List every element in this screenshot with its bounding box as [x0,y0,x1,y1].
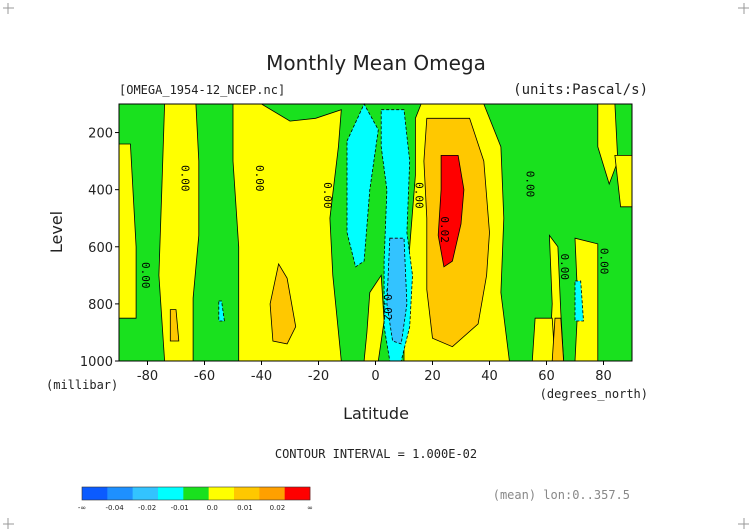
contour-interval-text: CONTOUR INTERVAL = 1.000E-02 [275,447,477,461]
contour-label-9: -0.02 [381,287,394,320]
contour-region-14 [437,154,465,268]
contour-label-8: 0.02 [438,216,451,243]
colorbar-label-4: 0.0 [207,504,218,512]
colorbar-swatch-8 [284,487,311,500]
colorbar-swatch-1 [107,487,133,500]
contour-label-1: 0.00 [179,165,192,192]
y-axis-units: (millibar) [46,378,118,392]
x-tick-label-4: 0 [371,369,379,384]
chart-title: Monthly Mean Omega [266,51,486,75]
contour-label-6: 0.00 [558,254,571,281]
y-axis-label: Level [47,211,66,253]
colorbar-swatch-0 [82,487,108,500]
contour-region-0 [158,103,200,362]
y-tick-label-3: 400 [88,184,113,199]
contour-label-5: 0.00 [524,171,537,198]
contour-region-18 [218,300,225,322]
colorbar: -∞ -0.04 -0.02 -0.01 0.0 0.01 0.02 ∞ [78,486,313,512]
x-tick-label-2: -40 [251,369,272,384]
corner-mark-bottom-right [738,518,749,529]
corner-mark-top-left [3,3,14,14]
x-axis-label: Latitude [343,404,409,423]
x-axis-units: (degrees_north) [540,387,648,401]
plot-area [118,103,633,362]
x-tick-label-7: 60 [538,369,555,384]
x-tick-label-5: 20 [424,369,441,384]
colorbar-label-0: -∞ [78,504,86,512]
x-tick-label-8: 80 [595,369,612,384]
colorbar-label-3: -0.01 [171,504,189,512]
contour-label-7: 0.00 [598,248,611,275]
file-label: [OMEGA_1954-12_NCEP.nc] [119,83,285,97]
colorbar-label-1: -0.04 [106,504,125,512]
colorbar-swatch-7 [259,487,285,500]
contour-label-3: 0.00 [321,182,334,209]
contour-region-19 [386,237,408,345]
x-tick-label-6: 40 [481,369,498,384]
corner-mark-top-right [738,3,749,14]
y-axis: 1000 800 600 400 200 [80,127,119,370]
corner-mark-bottom-left [3,518,14,529]
units-label: (units:Pascal/s) [513,82,648,98]
contour-region-11 [269,262,297,345]
colorbar-label-6: 0.02 [270,504,286,512]
x-tick-label-1: -60 [194,369,215,384]
colorbar-swatch-4 [183,487,209,500]
contour-region-9 [531,317,556,362]
x-axis: -80 -60 -40 -20 0 20 40 60 80 [137,361,612,384]
contour-region-17 [574,280,584,322]
y-tick-label-0: 1000 [80,355,113,370]
colorbar-swatch-3 [158,487,184,500]
contour-label-4: 0.00 [412,182,425,209]
contour-region-2 [232,103,342,362]
colorbar-swatch-2 [132,487,159,500]
contour-region-15 [346,103,379,268]
contour-label-0: 0.00 [139,262,152,289]
contour-label-2: 0.00 [253,165,266,192]
colorbar-swatch-5 [208,487,235,500]
colorbar-label-7: ∞ [307,504,313,512]
colorbar-label-5: 0.01 [237,504,253,512]
colorbar-swatch-6 [234,487,260,500]
contour-region-12 [169,309,180,342]
y-tick-label-4: 200 [88,127,113,142]
x-tick-label-0: -80 [137,369,158,384]
x-tick-label-3: -20 [308,369,329,384]
y-tick-label-2: 600 [88,241,113,256]
contour-labels: 0.00 0.00 0.00 0.00 0.00 0.00 0.00 0.00 0.02 -0.0… [139,165,611,321]
colorbar-label-2: -0.02 [138,504,156,512]
y-tick-label-1: 800 [88,298,113,313]
colorbar-frame [81,486,311,501]
footnote: (mean) lon:0..357.5 [493,488,630,502]
corner-marks [3,3,749,529]
